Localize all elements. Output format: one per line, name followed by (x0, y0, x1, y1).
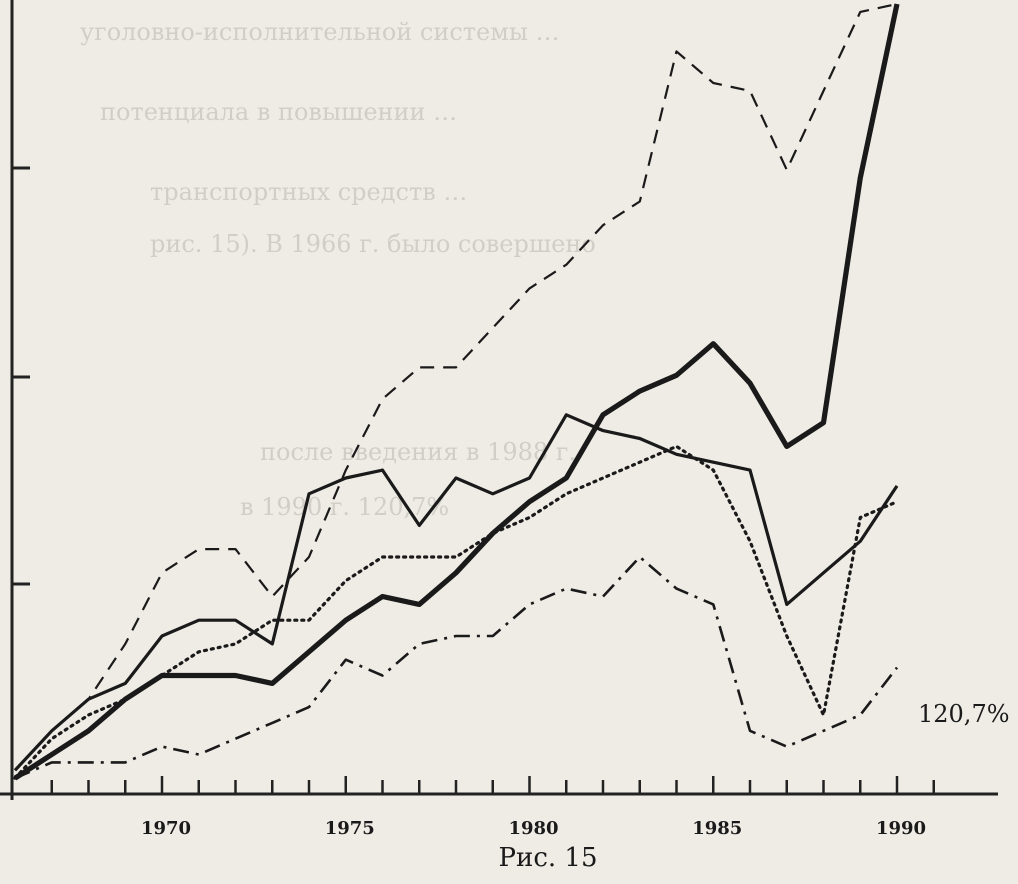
x-tick-label: 1985 (692, 818, 742, 839)
background-text-line: рис. 15). В 1966 г. было совершено (150, 230, 596, 258)
x-ticks: 1970 1975 1980 1985 1990 (50, 776, 935, 839)
background-text-line: уголовно-исполнительной системы … (80, 18, 560, 46)
background-text-line: после введения в 1988 г. (260, 438, 576, 466)
figure-caption: Рис. 15 (499, 843, 598, 873)
series-line-solid-thick (13, 3, 900, 781)
axes (0, 0, 998, 800)
series-line-dotted (13, 444, 899, 780)
x-tick-label: 1970 (141, 818, 191, 839)
x-tick-label: 1980 (508, 818, 558, 839)
series-line-dashed (14, 2, 898, 772)
series (13, 2, 900, 781)
background-text-line: в 1990 г. 120,7% (240, 493, 449, 521)
background-text-line: потенциала в повышении … (100, 98, 457, 126)
x-tick-label: 1990 (876, 818, 926, 839)
x-tick-label: 1975 (325, 818, 375, 839)
background-text: уголовно-исполнительной системы … потенци… (80, 18, 596, 521)
annotation-label: 120,7% (918, 700, 1010, 728)
background-text-line: транспортных средств … (150, 178, 467, 206)
series-line-solid-thin (13, 413, 899, 772)
series-line-dash-dot (14, 555, 899, 780)
